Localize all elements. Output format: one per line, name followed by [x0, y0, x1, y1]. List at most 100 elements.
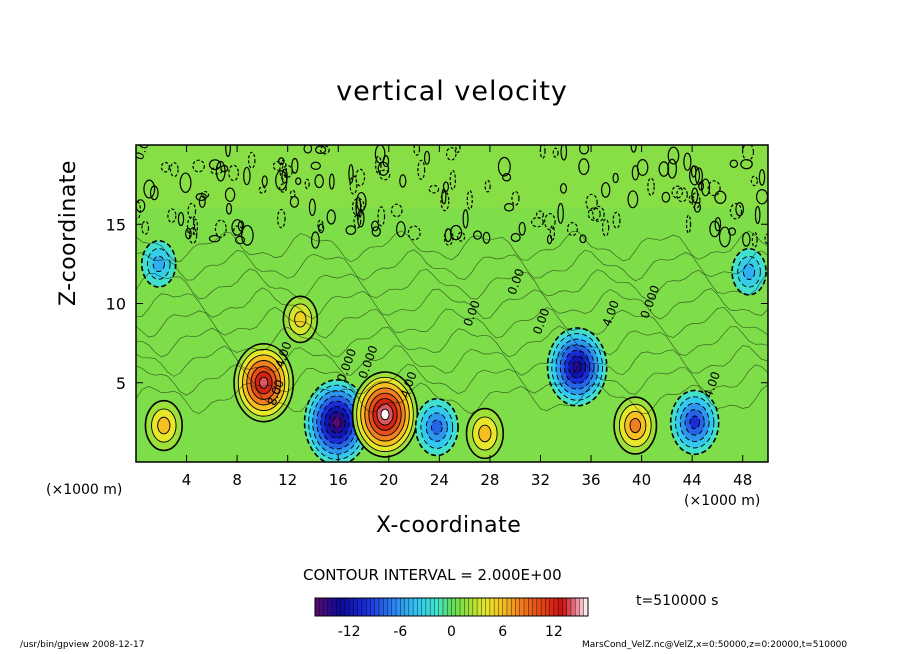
turbulent-contour-41: [456, 231, 466, 242]
colorbar-cell-7: [344, 598, 350, 616]
turbulent-contour-33: [445, 147, 457, 161]
feature-3-level-7: [380, 408, 390, 421]
turbulent-contour-113: [544, 213, 556, 231]
turbulent-contour-69: [328, 173, 335, 190]
turbulent-contour-5: [413, 145, 421, 156]
turbulent-contour-136: [671, 185, 684, 199]
feature-2: [303, 379, 371, 462]
turbulent-contour-7: [279, 183, 287, 193]
turbulent-contour-157: [510, 232, 521, 243]
colorbar-cell-25: [421, 598, 427, 616]
turbulent-contour-20: [208, 159, 222, 171]
turbulent-contour-56: [484, 179, 491, 193]
turbulent-contour-138: [192, 159, 205, 173]
colorbar-cell-34: [460, 598, 465, 616]
turbulent-contour-51: [729, 159, 739, 168]
colorbar-cell-47: [515, 598, 521, 616]
turbulent-contour-97: [141, 220, 150, 235]
zero-contour-3: [136, 325, 768, 358]
turbulent-contour-93: [764, 233, 768, 244]
turbulent-contour-59: [714, 190, 727, 205]
colorbar-cell-14: [374, 598, 380, 616]
y-tick-label-2: 15: [106, 215, 126, 234]
turbulent-contour-55: [579, 145, 590, 155]
colorbar-cell-56: [553, 598, 559, 616]
turbulent-contour-128: [395, 221, 406, 238]
turbulent-contour-150: [709, 220, 721, 238]
feature-2-level-7: [332, 416, 342, 429]
turbulent-contour-74: [225, 202, 233, 215]
colorbar-cell-28: [434, 598, 440, 616]
colorbar-cell-24: [417, 598, 422, 616]
colorbar-cell-33: [455, 598, 461, 616]
turbulent-contour-94: [518, 221, 526, 236]
turbulent-contour-125: [304, 178, 310, 190]
colorbar-cell-59: [566, 598, 572, 616]
turbulent-contour-151: [689, 165, 701, 186]
colorbar-cell-62: [579, 598, 585, 616]
turbulent-contour-119: [214, 219, 227, 239]
colorbar-cell-45: [506, 598, 512, 616]
colorbar-cell-18: [391, 598, 397, 616]
turbulent-contour-14: [601, 218, 610, 237]
zero-contours: [136, 230, 768, 415]
turbulent-contour-147: [295, 177, 302, 185]
feature-9: [140, 239, 177, 288]
colorbar-cell-43: [498, 598, 503, 616]
zero-contour-0: [136, 382, 768, 415]
turbulent-contour-95: [443, 228, 454, 246]
turbulent-contours: [136, 145, 768, 249]
x-tick-label-0: 4: [182, 471, 192, 489]
colorbar-tick-label-2: 0: [447, 624, 456, 640]
turbulent-contour-21: [228, 164, 240, 182]
feature-11-level-2: [294, 311, 307, 328]
turbulent-contour-111: [449, 169, 456, 190]
colorbar-cell-35: [464, 598, 469, 616]
feature-0-level-2: [157, 416, 171, 435]
turbulent-contour-134: [317, 219, 324, 231]
feature-1: [233, 343, 295, 423]
zero-contour-4: [136, 306, 768, 339]
colorbar-cell-5: [336, 598, 341, 616]
turbulent-contour-101: [136, 200, 142, 220]
contour-interval-text: CONTOUR INTERVAL = 2.000E+00: [303, 566, 562, 584]
turbulent-contour-50: [275, 170, 288, 191]
colorbar-tick-label-4: 12: [545, 624, 563, 640]
colorbar-cell-42: [494, 598, 499, 616]
turbulent-contour-122: [261, 175, 268, 187]
turbulent-contour-4: [241, 224, 254, 246]
x-tick-label-1: 8: [232, 471, 242, 489]
colorbar-cell-39: [481, 598, 486, 616]
turbulent-contour-114: [355, 168, 366, 187]
colorbar-cell-4: [332, 598, 337, 616]
turbulent-contour-135: [578, 158, 590, 176]
turbulent-contour-121: [231, 219, 244, 236]
feature-7: [613, 396, 658, 455]
turbulent-contour-130: [636, 159, 649, 176]
zero-contour-1: [136, 363, 768, 396]
turbulent-contour-127: [225, 145, 231, 157]
colorbar-cell-52: [536, 598, 542, 616]
colorbar-cell-55: [549, 598, 555, 616]
y-axis: 5 10 15: [106, 215, 768, 393]
turbulent-contour-105: [630, 145, 637, 153]
turbulent-contour-108: [345, 225, 357, 235]
colorbar-tick-label-1: -6: [393, 624, 407, 640]
feature-0: [144, 399, 184, 452]
turbulent-contour-76: [694, 167, 703, 185]
turbulent-contour-34: [691, 192, 701, 210]
turbulent-contour-100: [377, 206, 386, 227]
turbulent-contour-164: [667, 146, 680, 165]
y-tick-label-0: 5: [116, 374, 126, 393]
turbulent-contour-149: [587, 207, 601, 222]
turbulent-contour-13: [661, 191, 671, 203]
x-tick-label-4: 20: [379, 471, 398, 489]
turbulent-contour-103: [647, 177, 655, 196]
turbulent-contour-75: [390, 203, 403, 218]
colorbar-cell-58: [562, 598, 567, 616]
x-tick-label-10: 44: [683, 471, 702, 489]
turbulent-contour-89: [750, 175, 758, 187]
turbulent-contour-36: [407, 225, 421, 241]
turbulent-contour-82: [149, 185, 159, 201]
turbulent-contour-9: [691, 187, 699, 204]
